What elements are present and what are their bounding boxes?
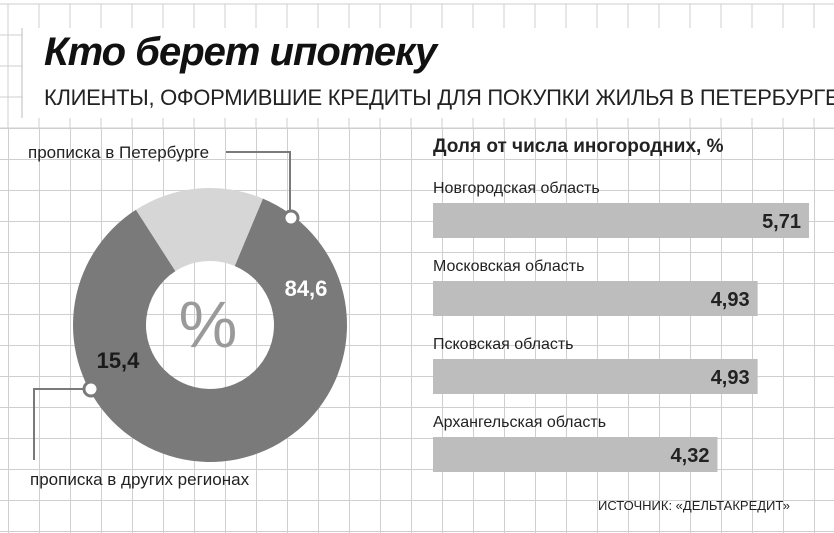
donut-slice-other-regions [135,188,263,272]
page-subtitle: КЛИЕНТЫ, ОФОРМИВШИЕ КРЕДИТЫ ДЛЯ ПОКУПКИ … [44,85,834,110]
bar [433,281,758,316]
bar [433,203,809,238]
donut-chart: 84,6 15,4 % прописка в Петербурге прописка в… [28,143,348,489]
bar-value-label: 4,93 [711,289,750,311]
slice-label-other-regions: прописка в других регионах [30,470,250,489]
donut-value-label: 84,6 [285,276,328,301]
bar-category-label: Новгородская область [433,180,600,197]
bar-value-label: 4,32 [671,445,710,467]
header-backdrop [22,28,834,118]
header-panel: Кто берет ипотеку КЛИЕНТЫ, ОФОРМИВШИЕ КР… [0,0,834,128]
source-note: ИСТОЧНИК: «ДЕЛЬТАКРЕДИТ» [598,498,790,513]
header-grid [0,3,834,128]
leader-line-other-regions [33,388,91,460]
leader-dot-other-regions [82,380,100,398]
bar [433,437,718,472]
leader-dot-petersburg [282,209,300,227]
page-title: Кто берет ипотеку [44,30,437,74]
leader-line-petersburg [226,151,291,218]
donut-value-label: 15,4 [97,348,141,373]
bar-chart-title: Доля от числа иногородних, % [433,136,724,157]
bar-category-label: Архангельская область [433,414,606,431]
bar-category-label: Московская область [433,258,584,275]
bar-value-label: 5,71 [762,211,801,233]
bar-category-label: Псковская область [433,336,574,353]
donut-center-label: % [179,287,238,361]
slice-label-petersburg: прописка в Петербурге [28,143,209,162]
bar [433,359,758,394]
bar-value-label: 4,93 [711,367,750,389]
bar-chart: Новгородская область 5,71 Московская облас… [433,180,809,472]
donut-slice-petersburg [73,198,348,462]
